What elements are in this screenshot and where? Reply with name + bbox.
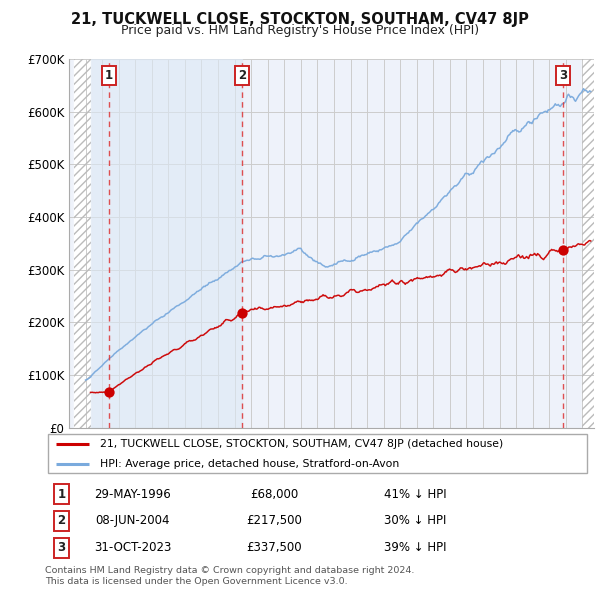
Point — [558, 245, 568, 255]
Text: 2: 2 — [238, 69, 246, 82]
Text: 29-MAY-1996: 29-MAY-1996 — [94, 487, 171, 500]
Bar — [91, 59, 242, 428]
Text: HPI: Average price, detached house, Stratford-on-Avon: HPI: Average price, detached house, Stra… — [100, 459, 399, 469]
Text: 08-JUN-2004: 08-JUN-2004 — [95, 514, 170, 527]
Text: 21, TUCKWELL CLOSE, STOCKTON, SOUTHAM, CV47 8JP (detached house): 21, TUCKWELL CLOSE, STOCKTON, SOUTHAM, C… — [100, 438, 503, 448]
Bar — [583, 59, 594, 428]
Text: 1: 1 — [58, 487, 65, 500]
Text: 21, TUCKWELL CLOSE, STOCKTON, SOUTHAM, CV47 8JP: 21, TUCKWELL CLOSE, STOCKTON, SOUTHAM, C… — [71, 12, 529, 27]
Point — [104, 387, 114, 396]
Text: £337,500: £337,500 — [247, 542, 302, 555]
Bar — [74, 59, 91, 428]
Text: 41% ↓ HPI: 41% ↓ HPI — [383, 487, 446, 500]
Text: Price paid vs. HM Land Registry's House Price Index (HPI): Price paid vs. HM Land Registry's House … — [121, 24, 479, 37]
Text: 3: 3 — [58, 542, 65, 555]
Text: 1: 1 — [105, 69, 113, 82]
Bar — [74, 59, 91, 428]
Text: 39% ↓ HPI: 39% ↓ HPI — [383, 542, 446, 555]
Text: 30% ↓ HPI: 30% ↓ HPI — [383, 514, 446, 527]
Bar — [583, 59, 594, 428]
Text: £217,500: £217,500 — [247, 514, 302, 527]
Point — [237, 309, 247, 318]
Text: 3: 3 — [559, 69, 567, 82]
FancyBboxPatch shape — [48, 434, 587, 473]
Text: Contains HM Land Registry data © Crown copyright and database right 2024.
This d: Contains HM Land Registry data © Crown c… — [45, 566, 415, 586]
Text: £68,000: £68,000 — [250, 487, 298, 500]
Text: 2: 2 — [58, 514, 65, 527]
Text: 31-OCT-2023: 31-OCT-2023 — [94, 542, 171, 555]
